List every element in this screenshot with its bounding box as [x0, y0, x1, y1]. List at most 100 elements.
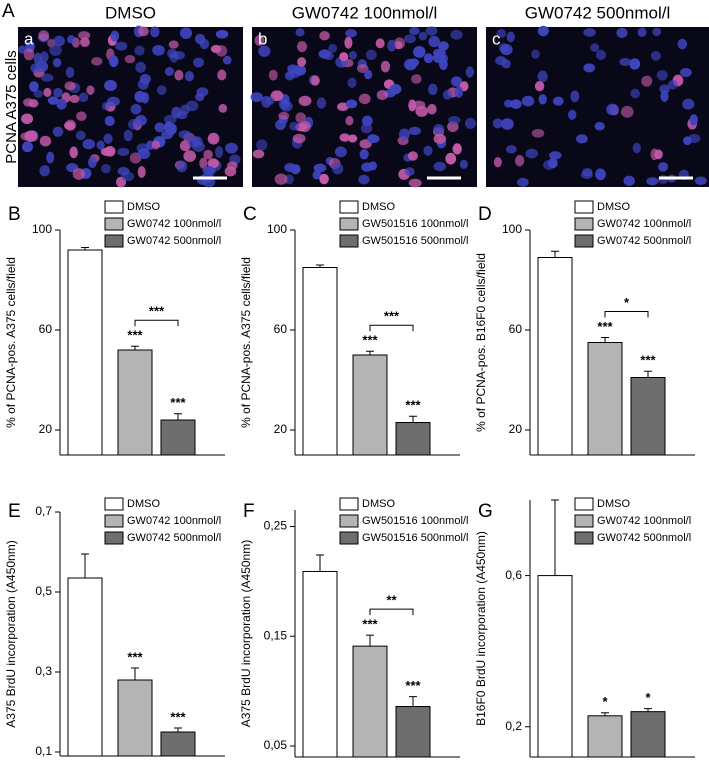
legend-swatch — [339, 234, 359, 248]
nucleus — [433, 133, 447, 144]
nucleus — [76, 111, 87, 122]
nucleus — [500, 44, 513, 56]
nucleus — [65, 66, 75, 78]
nucleus — [492, 118, 503, 129]
nucleus — [656, 69, 668, 81]
nucleus — [428, 35, 440, 48]
nucleus — [256, 139, 268, 151]
nucleus — [450, 76, 463, 87]
nucleus — [356, 63, 369, 74]
nucleus — [23, 48, 35, 61]
nucleus — [538, 94, 547, 105]
nucleus — [501, 118, 514, 130]
nucleus — [174, 69, 184, 81]
legend-label: DMSO — [362, 201, 395, 213]
nucleus — [506, 31, 515, 43]
nucleus — [361, 115, 373, 127]
panel-letter: C — [243, 204, 257, 225]
nucleus — [583, 63, 596, 73]
legend-label: GW0742 100nmol/l — [127, 218, 221, 230]
nucleus — [403, 34, 416, 44]
nucleus — [161, 130, 174, 140]
nucleus — [619, 57, 632, 67]
nucleus — [186, 100, 199, 112]
nucleus — [110, 30, 120, 42]
nucleus — [567, 109, 577, 120]
nucleus — [505, 145, 517, 154]
nucleus — [67, 35, 76, 44]
nucleus — [433, 161, 446, 172]
nucleus — [39, 135, 52, 147]
y-tick-label: 100 — [502, 222, 522, 236]
significance: * — [602, 694, 608, 709]
nucleus — [687, 133, 701, 144]
bar — [117, 349, 153, 456]
nucleus — [178, 130, 191, 139]
nucleus — [534, 81, 545, 92]
nucleus — [39, 165, 50, 177]
nucleus — [689, 114, 698, 126]
nucleus — [345, 115, 354, 126]
nucleus — [137, 166, 146, 178]
nucleus — [289, 121, 300, 131]
nucleus — [680, 67, 692, 78]
nucleus — [345, 29, 357, 38]
y-tick-label: 100 — [267, 222, 287, 236]
bar — [587, 715, 623, 758]
bar — [67, 249, 103, 456]
nucleus — [52, 126, 64, 137]
bracket-label: ** — [386, 593, 397, 608]
nucleus — [18, 45, 27, 54]
nucleus — [38, 30, 50, 41]
nucleus — [104, 115, 115, 127]
nucleus — [192, 141, 205, 153]
legend-label: GW501516 100nmol/l — [362, 218, 468, 230]
nucleus — [152, 44, 165, 56]
nucleus — [199, 157, 208, 169]
y-axis-label: % of PCNA-pos. A375 cells/field — [239, 257, 253, 428]
nucleus — [407, 151, 418, 161]
nucleus — [465, 66, 474, 78]
nucleus — [310, 75, 320, 86]
nucleus — [275, 119, 286, 131]
nucleus — [43, 87, 52, 97]
nucleus — [630, 88, 640, 99]
nucleus — [33, 89, 44, 98]
legend-label: DMSO — [597, 498, 630, 510]
nucleus — [413, 45, 426, 58]
image-letter: c — [492, 29, 501, 48]
significance: *** — [362, 617, 378, 632]
nucleus — [517, 177, 529, 187]
nucleus — [64, 81, 76, 91]
nucleus — [207, 158, 219, 169]
nucleus — [694, 176, 707, 185]
nucleus — [515, 154, 525, 167]
nucleus — [295, 112, 307, 124]
image-title: GW0742 100nmol/l — [292, 3, 438, 22]
nucleus — [215, 29, 229, 39]
nucleus — [496, 28, 507, 38]
nucleus — [432, 52, 446, 64]
nucleus — [82, 138, 96, 150]
legend-label: DMSO — [127, 201, 160, 213]
legend-label: GW501516 500nmol/l — [362, 235, 468, 247]
y-tick-label: 0,25 — [264, 519, 288, 533]
nucleus — [525, 148, 538, 159]
nucleus — [258, 45, 271, 57]
y-tick-label: 0,7 — [35, 504, 52, 518]
nucleus — [194, 33, 206, 45]
legend-label: GW0742 500nmol/l — [597, 532, 691, 544]
nucleus — [580, 170, 593, 180]
nucleus — [104, 145, 116, 157]
nucleus — [316, 97, 327, 109]
nucleus — [552, 96, 564, 106]
nucleus — [106, 96, 120, 107]
legend-swatch — [339, 514, 359, 528]
legend-label: GW0742 100nmol/l — [597, 515, 691, 527]
nucleus — [358, 174, 370, 185]
nucleus — [127, 118, 140, 130]
nucleus — [287, 64, 299, 74]
nucleus — [387, 39, 397, 52]
y-tick-label: 20 — [509, 422, 523, 436]
significance: *** — [362, 333, 378, 348]
